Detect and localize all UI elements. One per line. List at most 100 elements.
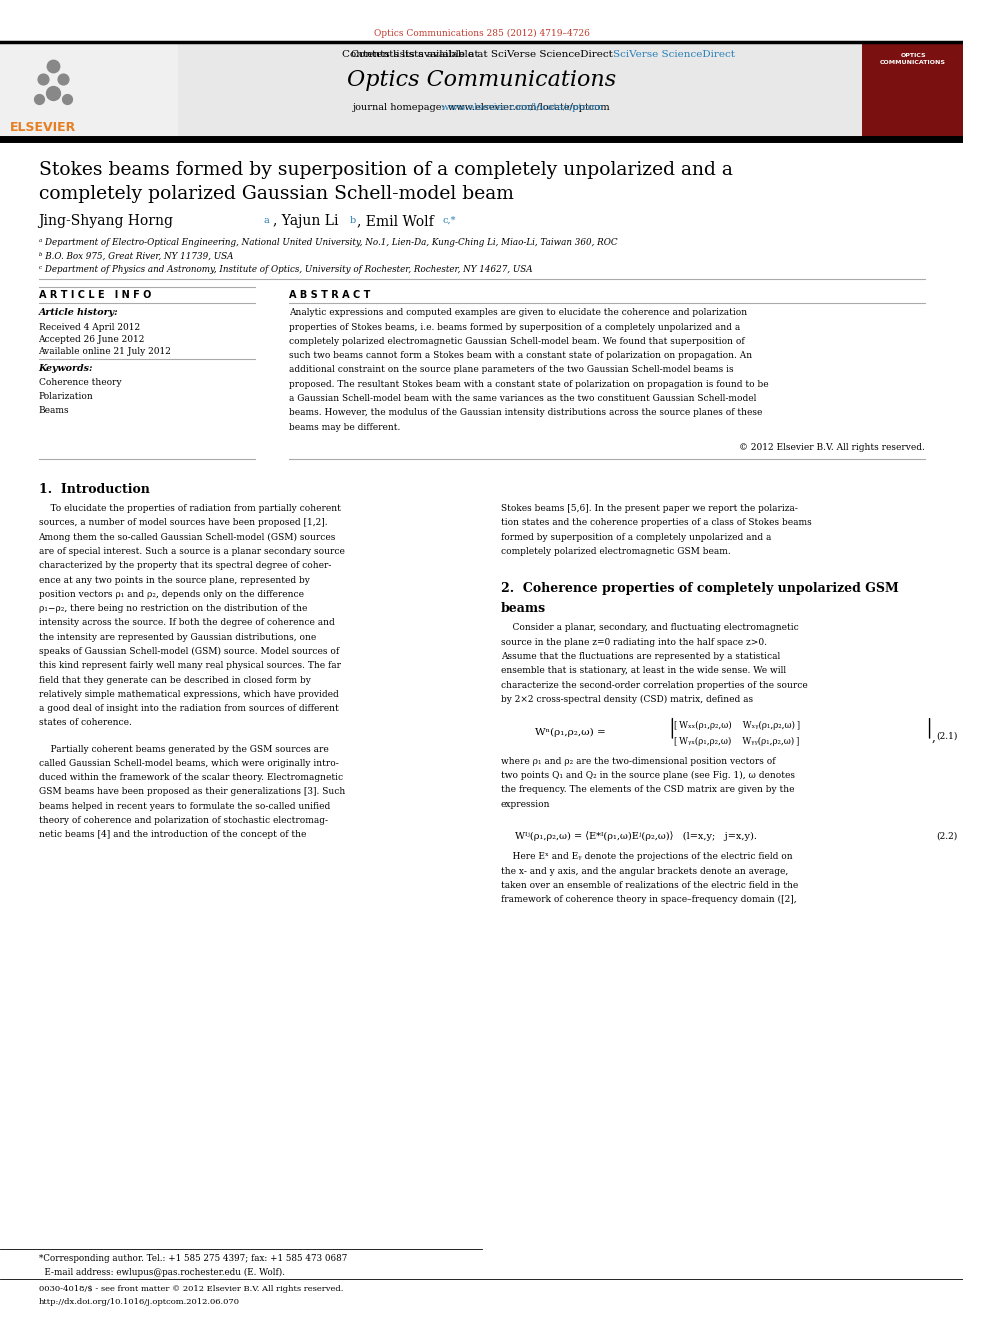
Text: beams. However, the modulus of the Gaussian intensity distributions across the s: beams. However, the modulus of the Gauss… bbox=[289, 409, 763, 417]
Text: http://dx.doi.org/10.1016/j.optcom.2012.06.070: http://dx.doi.org/10.1016/j.optcom.2012.… bbox=[39, 1298, 239, 1306]
Text: states of coherence.: states of coherence. bbox=[39, 718, 131, 728]
Text: Received 4 April 2012: Received 4 April 2012 bbox=[39, 323, 140, 332]
Text: taken over an ensemble of realizations of the electric field in the: taken over an ensemble of realizations o… bbox=[501, 881, 799, 890]
Text: , Yajun Li: , Yajun Li bbox=[273, 214, 338, 229]
Text: ᵃ Department of Electro-Optical Engineering, National United University, No.1, L: ᵃ Department of Electro-Optical Engineer… bbox=[39, 238, 617, 247]
Text: characterize the second-order correlation properties of the source: characterize the second-order correlatio… bbox=[501, 680, 807, 689]
Text: properties of Stokes beams, i.e. beams formed by superposition of a completely u: properties of Stokes beams, i.e. beams f… bbox=[289, 323, 740, 332]
Text: by 2×2 cross-spectral density (CSD) matrix, defined as: by 2×2 cross-spectral density (CSD) matr… bbox=[501, 695, 753, 704]
Text: E-mail address: ewlupus@pas.rochester.edu (E. Wolf).: E-mail address: ewlupus@pas.rochester.ed… bbox=[39, 1267, 285, 1277]
Text: intensity across the source. If both the degree of coherence and: intensity across the source. If both the… bbox=[39, 618, 334, 627]
Text: Stokes beams [5,6]. In the present paper we report the polariza-: Stokes beams [5,6]. In the present paper… bbox=[501, 504, 798, 513]
Text: source in the plane z=0 radiating into the half space z>0.: source in the plane z=0 radiating into t… bbox=[501, 638, 767, 647]
Text: *Corresponding author. Tel.: +1 585 275 4397; fax: +1 585 473 0687: *Corresponding author. Tel.: +1 585 275 … bbox=[39, 1254, 347, 1263]
Text: © 2012 Elsevier B.V. All rights reserved.: © 2012 Elsevier B.V. All rights reserved… bbox=[739, 443, 925, 452]
Text: Assume that the fluctuations are represented by a statistical: Assume that the fluctuations are represe… bbox=[501, 652, 780, 662]
Text: duced within the framework of the scalar theory. Electromagnetic: duced within the framework of the scalar… bbox=[39, 773, 342, 782]
Text: additional constraint on the source plane parameters of the two Gaussian Schell-: additional constraint on the source plan… bbox=[289, 365, 734, 374]
Text: sources, a number of model sources have been proposed [1,2].: sources, a number of model sources have … bbox=[39, 519, 327, 528]
Text: GSM beams have been proposed as their generalizations [3]. Such: GSM beams have been proposed as their ge… bbox=[39, 787, 345, 796]
Point bbox=[55, 69, 70, 90]
Text: [ Wₓₓ(ρ₁,ρ₂,ω)    Wₓᵧ(ρ₁,ρ₂,ω) ]: [ Wₓₓ(ρ₁,ρ₂,ω) Wₓᵧ(ρ₁,ρ₂,ω) ] bbox=[675, 721, 801, 730]
Text: Contents lists available at: Contents lists available at bbox=[342, 50, 482, 60]
Text: such two beams cannot form a Stokes beam with a constant state of polarization o: such two beams cannot form a Stokes beam… bbox=[289, 351, 752, 360]
Text: ensemble that is stationary, at least in the wide sense. We will: ensemble that is stationary, at least in… bbox=[501, 667, 786, 675]
Text: Polarization: Polarization bbox=[39, 392, 93, 401]
Text: OPTICS
COMMUNICATIONS: OPTICS COMMUNICATIONS bbox=[880, 53, 946, 65]
Text: Article history:: Article history: bbox=[39, 308, 118, 318]
Text: position vectors ρ₁ and ρ₂, depends only on the difference: position vectors ρ₁ and ρ₂, depends only… bbox=[39, 590, 304, 599]
Text: framework of coherence theory in space–frequency domain ([2],: framework of coherence theory in space–f… bbox=[501, 896, 797, 904]
Point bbox=[60, 89, 75, 110]
Text: Here Eˣ and Eᵧ denote the projections of the electric field on: Here Eˣ and Eᵧ denote the projections of… bbox=[501, 852, 793, 861]
Text: Wᴵʲ(ρ₁,ρ₂,ω) = ⟨E*ᴵ(ρ₁,ω)Eʲ(ρ₂,ω)⟩   (l=x,y;   j=x,y).: Wᴵʲ(ρ₁,ρ₂,ω) = ⟨E*ᴵ(ρ₁,ω)Eʲ(ρ₂,ω)⟩ (l=x,… bbox=[516, 831, 757, 841]
Point bbox=[45, 82, 61, 103]
Text: completely polarized electromagnetic GSM beam.: completely polarized electromagnetic GSM… bbox=[501, 546, 731, 556]
Text: Beams: Beams bbox=[39, 406, 69, 415]
Text: ᶜ Department of Physics and Astronomy, Institute of Optics, University of Roches: ᶜ Department of Physics and Astronomy, I… bbox=[39, 265, 532, 274]
Text: , Emil Wolf: , Emil Wolf bbox=[357, 214, 434, 229]
Text: a: a bbox=[264, 216, 270, 225]
Text: tion states and the coherence properties of a class of Stokes beams: tion states and the coherence properties… bbox=[501, 519, 811, 528]
Text: the frequency. The elements of the CSD matrix are given by the: the frequency. The elements of the CSD m… bbox=[501, 786, 795, 794]
Text: journal homepage: www.elsevier.com/locate/optcom: journal homepage: www.elsevier.com/locat… bbox=[353, 103, 610, 112]
Text: b: b bbox=[349, 216, 356, 225]
Text: completely polarized Gaussian Schell-model beam: completely polarized Gaussian Schell-mod… bbox=[39, 185, 514, 204]
Text: 0030-4018/$ - see front matter © 2012 Elsevier B.V. All rights reserved.: 0030-4018/$ - see front matter © 2012 El… bbox=[39, 1285, 343, 1293]
Text: netic beams [4] and the introduction of the concept of the: netic beams [4] and the introduction of … bbox=[39, 831, 306, 839]
Text: Coherence theory: Coherence theory bbox=[39, 378, 121, 388]
Text: Partially coherent beams generated by the GSM sources are: Partially coherent beams generated by th… bbox=[39, 745, 328, 754]
Text: A B S T R A C T: A B S T R A C T bbox=[289, 290, 370, 300]
Text: ence at any two points in the source plane, represented by: ence at any two points in the source pla… bbox=[39, 576, 310, 585]
Text: two points Q₁ and Q₂ in the source plane (see Fig. 1), ω denotes: two points Q₁ and Q₂ in the source plane… bbox=[501, 771, 795, 781]
Text: beams may be different.: beams may be different. bbox=[289, 422, 401, 431]
Text: www.elsevier.com/locate/optcom: www.elsevier.com/locate/optcom bbox=[360, 103, 603, 112]
Point bbox=[45, 56, 61, 77]
Text: ,: , bbox=[931, 730, 935, 744]
Text: relatively simple mathematical expressions, which have provided: relatively simple mathematical expressio… bbox=[39, 689, 338, 699]
Point bbox=[36, 69, 52, 90]
Text: [ Wᵧₓ(ρ₁,ρ₂,ω)    Wᵧᵧ(ρ₁,ρ₂,ω) ]: [ Wᵧₓ(ρ₁,ρ₂,ω) Wᵧᵧ(ρ₁,ρ₂,ω) ] bbox=[675, 737, 800, 746]
Text: Analytic expressions and computed examples are given to elucidate the coherence : Analytic expressions and computed exampl… bbox=[289, 308, 747, 318]
Text: Stokes beams formed by superposition of a completely unpolarized and a: Stokes beams formed by superposition of … bbox=[39, 161, 732, 180]
Text: Wⁿ(ρ₁,ρ₂,ω) =: Wⁿ(ρ₁,ρ₂,ω) = bbox=[535, 728, 605, 737]
Text: this kind represent fairly well many real physical sources. The far: this kind represent fairly well many rea… bbox=[39, 662, 340, 671]
Text: beams: beams bbox=[501, 602, 546, 615]
Text: To elucidate the properties of radiation from partially coherent: To elucidate the properties of radiation… bbox=[39, 504, 340, 513]
Text: theory of coherence and polarization of stochastic electromag-: theory of coherence and polarization of … bbox=[39, 816, 327, 826]
Bar bbox=[862, 42, 963, 139]
Text: Accepted 26 June 2012: Accepted 26 June 2012 bbox=[39, 335, 145, 344]
Text: Jing-Shyang Horng: Jing-Shyang Horng bbox=[39, 214, 174, 229]
Text: proposed. The resultant Stokes beam with a constant state of polarization on pro: proposed. The resultant Stokes beam with… bbox=[289, 380, 769, 389]
Text: completely polarized electromagnetic Gaussian Schell-model beam. We found that s: completely polarized electromagnetic Gau… bbox=[289, 337, 745, 345]
Text: ᵇ B.O. Box 975, Great River, NY 11739, USA: ᵇ B.O. Box 975, Great River, NY 11739, U… bbox=[39, 251, 233, 261]
Text: A R T I C L E   I N F O: A R T I C L E I N F O bbox=[39, 290, 151, 300]
Point bbox=[31, 89, 47, 110]
Text: Optics Communications 285 (2012) 4719–4726: Optics Communications 285 (2012) 4719–47… bbox=[374, 29, 589, 38]
Text: ELSEVIER: ELSEVIER bbox=[10, 120, 75, 134]
Text: called Gaussian Schell-model beams, which were originally intro-: called Gaussian Schell-model beams, whic… bbox=[39, 759, 338, 767]
Text: (2.1): (2.1) bbox=[936, 732, 957, 741]
Text: field that they generate can be described in closed form by: field that they generate can be describe… bbox=[39, 676, 310, 684]
Text: c,*: c,* bbox=[442, 216, 455, 225]
Text: ρ₁−ρ₂, there being no restriction on the distribution of the: ρ₁−ρ₂, there being no restriction on the… bbox=[39, 605, 307, 613]
Text: a good deal of insight into the radiation from sources of different: a good deal of insight into the radiatio… bbox=[39, 704, 338, 713]
Text: the x- and y axis, and the angular brackets denote an average,: the x- and y axis, and the angular brack… bbox=[501, 867, 789, 876]
Text: Available online 21 July 2012: Available online 21 July 2012 bbox=[39, 347, 172, 356]
Text: beams helped in recent years to formulate the so-called unified: beams helped in recent years to formulat… bbox=[39, 802, 329, 811]
Text: speaks of Gaussian Schell-model (GSM) source. Model sources of: speaks of Gaussian Schell-model (GSM) so… bbox=[39, 647, 338, 656]
Text: Consider a planar, secondary, and fluctuating electromagnetic: Consider a planar, secondary, and fluctu… bbox=[501, 623, 799, 632]
Text: characterized by the property that its spectral degree of coher-: characterized by the property that its s… bbox=[39, 561, 331, 570]
Bar bbox=[0, 42, 179, 139]
Text: Optics Communications: Optics Communications bbox=[347, 69, 616, 91]
Text: Keywords:: Keywords: bbox=[39, 364, 93, 373]
Text: Contents lists available at SciVerse ScienceDirect: Contents lists available at SciVerse Sci… bbox=[351, 50, 613, 60]
Text: SciVerse ScienceDirect: SciVerse ScienceDirect bbox=[613, 50, 735, 60]
Text: where ρ₁ and ρ₂ are the two-dimensional position vectors of: where ρ₁ and ρ₂ are the two-dimensional … bbox=[501, 757, 776, 766]
Text: a Gaussian Schell-model beam with the same variances as the two constituent Gaus: a Gaussian Schell-model beam with the sa… bbox=[289, 394, 756, 404]
Text: are of special interest. Such a source is a planar secondary source: are of special interest. Such a source i… bbox=[39, 546, 344, 556]
Text: the intensity are represented by Gaussian distributions, one: the intensity are represented by Gaussia… bbox=[39, 632, 315, 642]
Text: Among them the so-called Gaussian Schell-model (GSM) sources: Among them the so-called Gaussian Schell… bbox=[39, 533, 336, 541]
Text: (2.2): (2.2) bbox=[936, 831, 957, 840]
Text: expression: expression bbox=[501, 799, 551, 808]
